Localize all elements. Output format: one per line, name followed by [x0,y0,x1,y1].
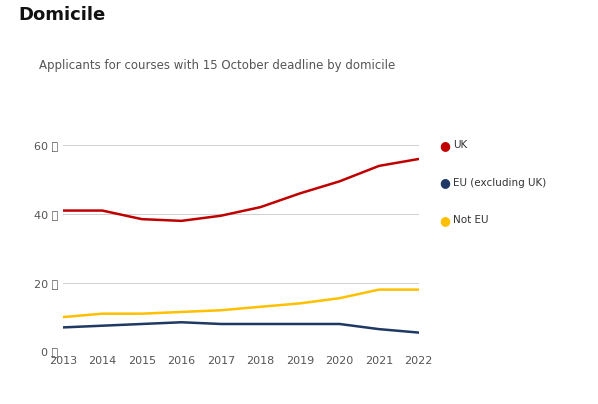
Text: UK: UK [453,141,468,150]
Text: Applicants for courses with 15 October deadline by domicile: Applicants for courses with 15 October d… [39,59,395,72]
Text: EU (excluding UK): EU (excluding UK) [453,178,547,187]
Text: ●: ● [440,176,450,189]
Text: Not EU: Not EU [453,215,489,225]
Text: ●: ● [440,214,450,227]
Text: Domicile: Domicile [18,6,105,24]
Text: ●: ● [440,139,450,152]
